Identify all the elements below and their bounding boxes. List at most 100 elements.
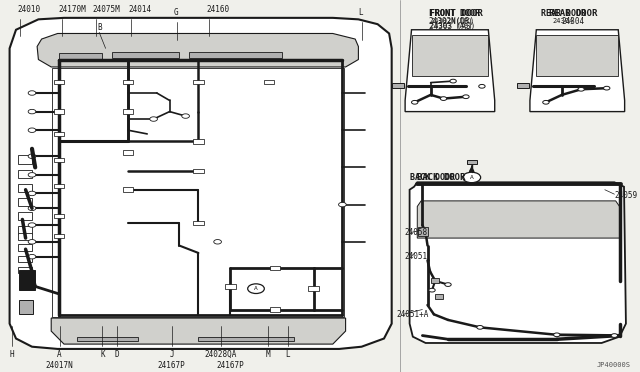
Bar (18, 170, 32, 178)
Circle shape (214, 240, 221, 244)
Bar (77, 337, 138, 341)
Circle shape (28, 206, 36, 211)
Bar (392, 83, 404, 88)
Bar (123, 150, 133, 155)
Bar (270, 307, 280, 312)
Circle shape (150, 117, 157, 121)
Circle shape (28, 173, 36, 177)
Bar (225, 284, 236, 289)
Text: 24303 (AS): 24303 (AS) (430, 23, 472, 29)
Circle shape (28, 154, 36, 158)
Text: 24059: 24059 (614, 191, 637, 200)
Bar (18, 244, 32, 251)
Bar (52, 68, 344, 317)
Bar (54, 109, 64, 114)
Circle shape (248, 284, 264, 294)
Circle shape (477, 326, 483, 329)
Text: 24014: 24014 (128, 5, 151, 14)
Text: 24075M: 24075M (93, 5, 120, 14)
Text: BACK DOOR: BACK DOOR (417, 173, 466, 182)
Bar (18, 226, 32, 234)
Bar (19, 270, 35, 290)
Circle shape (450, 79, 456, 83)
Bar (198, 337, 294, 341)
Circle shape (445, 283, 451, 286)
Bar (412, 35, 488, 76)
Text: A: A (57, 350, 62, 359)
Circle shape (412, 100, 418, 104)
Text: H: H (9, 350, 14, 359)
Bar (123, 109, 133, 114)
Text: 24170M: 24170M (59, 5, 86, 14)
Text: 24028QA: 24028QA (205, 350, 237, 359)
Circle shape (182, 114, 189, 118)
Text: REAR DOOR: REAR DOOR (541, 9, 586, 18)
Circle shape (429, 288, 435, 292)
Text: B: B (97, 23, 102, 32)
Text: K: K (100, 350, 105, 359)
Polygon shape (51, 318, 346, 344)
Text: 24167P: 24167P (157, 361, 186, 370)
Bar (123, 80, 133, 84)
Bar (59, 53, 102, 60)
Polygon shape (37, 33, 358, 67)
Text: FRONT DOOR: FRONT DOOR (429, 9, 483, 18)
Circle shape (604, 86, 610, 90)
Text: 24304: 24304 (552, 18, 574, 24)
Circle shape (611, 334, 618, 337)
Bar (418, 227, 428, 236)
Circle shape (28, 109, 36, 114)
Bar (54, 214, 64, 218)
Text: 24017N: 24017N (45, 361, 74, 370)
Text: 24051+A: 24051+A (397, 310, 429, 319)
Circle shape (28, 191, 36, 196)
Circle shape (479, 84, 485, 88)
Text: J: J (169, 350, 174, 359)
Bar (435, 294, 443, 299)
Text: 24058: 24058 (404, 228, 428, 237)
Text: A: A (254, 286, 258, 291)
Circle shape (339, 202, 346, 207)
Text: G: G (174, 9, 179, 17)
Circle shape (578, 87, 584, 91)
Bar (270, 266, 280, 270)
Bar (54, 184, 64, 188)
Text: 24160: 24160 (206, 5, 229, 14)
Text: 24051: 24051 (404, 252, 428, 261)
Circle shape (440, 97, 447, 100)
Bar (54, 132, 64, 136)
Bar (536, 35, 618, 76)
Bar (54, 234, 64, 238)
Text: 24010: 24010 (17, 5, 40, 14)
Circle shape (463, 172, 481, 183)
Bar (193, 169, 204, 173)
Bar (264, 80, 274, 84)
Bar (19, 300, 33, 314)
Text: D: D (115, 350, 120, 359)
Text: L: L (358, 9, 363, 17)
Bar (308, 286, 319, 291)
Text: 24302N(DR): 24302N(DR) (429, 17, 475, 26)
Polygon shape (410, 182, 626, 343)
Circle shape (28, 91, 36, 95)
Text: JP40000S: JP40000S (596, 362, 630, 368)
Bar (193, 221, 204, 225)
Text: REAR DOOR: REAR DOOR (549, 9, 598, 18)
Text: L: L (285, 350, 291, 359)
Circle shape (543, 100, 549, 104)
Bar (123, 187, 133, 192)
Text: 24303 (AS): 24303 (AS) (429, 22, 475, 31)
Text: 24304: 24304 (561, 17, 584, 26)
Bar (467, 160, 477, 164)
Bar (112, 52, 179, 58)
Bar (54, 80, 64, 84)
Circle shape (28, 240, 36, 244)
Bar (18, 212, 32, 220)
Bar (18, 184, 32, 192)
Text: FRONT DOOR: FRONT DOOR (430, 9, 480, 18)
Circle shape (28, 254, 36, 259)
Text: M: M (265, 350, 270, 359)
Bar (54, 158, 64, 162)
Bar (517, 83, 529, 88)
Bar (18, 198, 32, 206)
